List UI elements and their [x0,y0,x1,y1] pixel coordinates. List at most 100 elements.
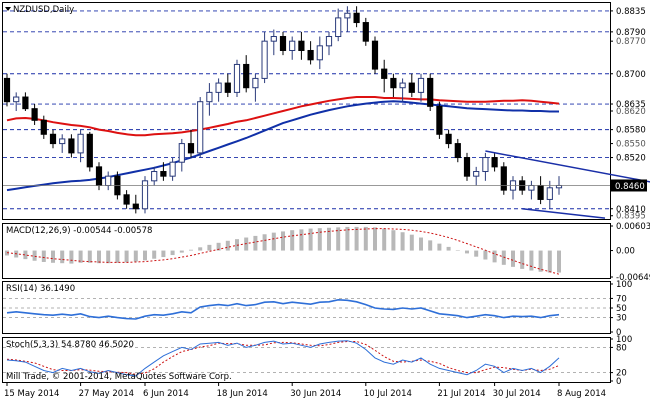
macd-label: MACD(12,26,9) -0.00544 -0.00578 [6,226,152,236]
price-level-label: 0.8635 [616,100,646,110]
macd-bar [557,250,561,273]
candle-body [362,22,369,42]
macd-bar [41,250,46,262]
macd-bar [336,227,341,251]
price-axis: 0.8835 0.8790 0.8700 0.8635 0.8580 0.8520 0.84… [3,7,647,222]
stoch-tick-label: 20 [616,369,627,379]
macd-tick-label: -0.00649 [616,273,650,283]
price-level-label: 0.8700 [616,70,646,80]
stoch-tick-label: 80 [616,343,627,353]
date-label: 30 Jul 2014 [493,389,541,399]
candle-body [95,166,103,186]
price-level-label: 0.8580 [616,126,646,136]
macd-bar [207,244,212,251]
candle-body [59,138,66,145]
date-axis: 15 May 2014 27 May 2014 6 Jun 2014 18 Jun 2… [4,382,606,399]
rsi-tick-label: 0 [616,328,621,338]
macd-bar [32,250,37,261]
candle-body [482,157,489,173]
candle-body [252,77,259,89]
candle-body [500,166,507,191]
candle-body [436,105,443,135]
price-level-label: 0.8790 [616,28,646,38]
candle-body [270,36,277,42]
macd-bar [189,249,193,251]
candle-body [528,184,535,191]
candle-body [68,138,75,154]
macd-bar [363,226,368,251]
macd-bar [501,250,506,265]
macd-bar [253,235,258,251]
candle-body [546,187,553,200]
macd-bar [409,234,414,251]
current-price-box [611,179,647,192]
date-label: 6 Jun 2014 [143,389,189,399]
macd-bar [391,230,396,251]
macd-bar [373,227,377,251]
macd-bar [60,250,65,264]
macd-bar [198,247,203,251]
candle-body [353,12,360,24]
current-price-label: 0.8460 [615,182,645,192]
macd-bar [23,250,28,260]
candle-body [49,133,57,145]
macd-bar [281,231,285,251]
stoch-k-line [6,340,560,377]
macd-bar [520,250,525,269]
macd-bar [271,232,276,251]
candle-body [86,133,93,168]
candle-body [141,180,149,210]
macd-signal-line [6,228,560,275]
macd-bar [547,250,552,273]
macd-bar [106,250,111,264]
candle-body [427,77,434,107]
candle-body [381,68,388,79]
price-axis-label: 0.8550 [616,140,646,150]
macd-bar [317,228,322,251]
macd-bar [124,250,129,263]
macd-bar [492,250,497,263]
candle-body [344,12,351,19]
rsi-panel[interactable] [2,281,611,334]
candle-body [22,96,29,110]
candles [3,6,563,214]
date-label: 18 Jun 2014 [217,389,268,399]
macd-bar [483,250,488,260]
price-axis-label: 0.8620 [616,107,646,117]
copyright-text: Mill Trade, © 2001-2014, MetaQuotes Soft… [6,372,232,382]
date-label: 10 Jul 2014 [364,389,412,399]
candle-body [197,101,204,154]
macd-bar [327,227,331,251]
rsi-tick-label: 100 [616,280,632,290]
macd-bar [216,242,221,251]
date-label: 27 May 2014 [79,389,134,399]
date-label: 21 Jul 2014 [437,389,485,399]
macd-bar [143,250,147,261]
candle-body [123,194,130,205]
macd-bar [161,250,166,258]
candle-body [298,40,305,51]
candle-body [371,40,379,70]
macd-panel[interactable] [2,223,611,279]
candle-body [77,133,84,154]
macd-bar [419,237,423,251]
candle-body [261,40,268,79]
macd-bar [152,250,157,259]
macd-bar [51,250,55,263]
macd-bar [69,250,74,264]
title-triangle-icon [5,7,11,11]
stoch-tick-label: 100 [616,335,632,345]
macd-bar [437,243,442,251]
candle-body [463,157,471,177]
candle-body [40,119,47,135]
candle-body [399,82,406,89]
candle-body [473,171,480,177]
macd-bar [465,250,469,254]
macd-bar [511,250,515,267]
candle-body [279,36,287,51]
candle-body [160,171,167,177]
candle-body [390,77,397,89]
macd-bar [455,250,460,251]
